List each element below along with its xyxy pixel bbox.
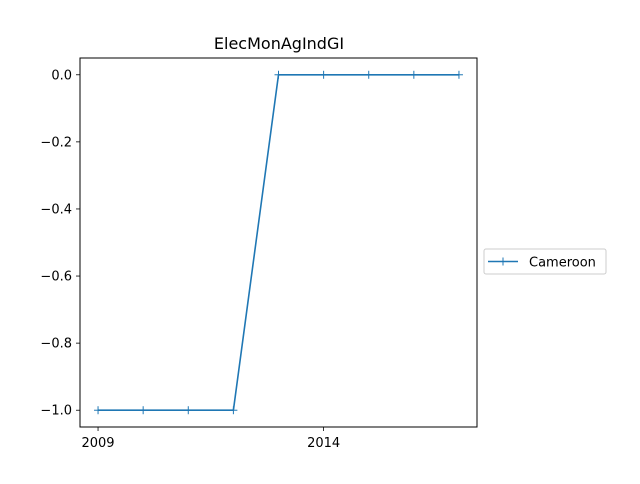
- y-tick-label: −0.6: [40, 270, 72, 285]
- legend-label-cameroon: Cameroon: [529, 256, 596, 271]
- data-point: [319, 70, 328, 79]
- data-point: [274, 70, 283, 79]
- legend: Cameroon: [483, 248, 607, 275]
- y-tick-label: −0.8: [40, 337, 72, 352]
- data-point: [454, 70, 463, 79]
- y-tick-label: −0.2: [40, 135, 72, 150]
- axes: 0.0 −0.2 −0.4 −0.6 −0.8 −1.0 2009 2014: [40, 68, 340, 451]
- plot-area: [94, 70, 463, 415]
- y-tick-label: −0.4: [40, 202, 72, 217]
- y-tick-label: −1.0: [40, 404, 72, 419]
- data-point: [409, 70, 418, 79]
- data-point: [364, 70, 373, 79]
- legend-box: [483, 248, 607, 275]
- data-point: [139, 406, 148, 415]
- x-tick-label: 2014: [307, 436, 340, 451]
- x-tick-label: 2009: [81, 436, 114, 451]
- chart-title: ElecMonAgIndGI: [214, 34, 344, 53]
- data-point: [229, 406, 238, 415]
- data-point: [94, 406, 103, 415]
- y-tick-label: 0.0: [51, 68, 72, 83]
- axes-frame: [79, 57, 478, 428]
- data-point: [184, 406, 193, 415]
